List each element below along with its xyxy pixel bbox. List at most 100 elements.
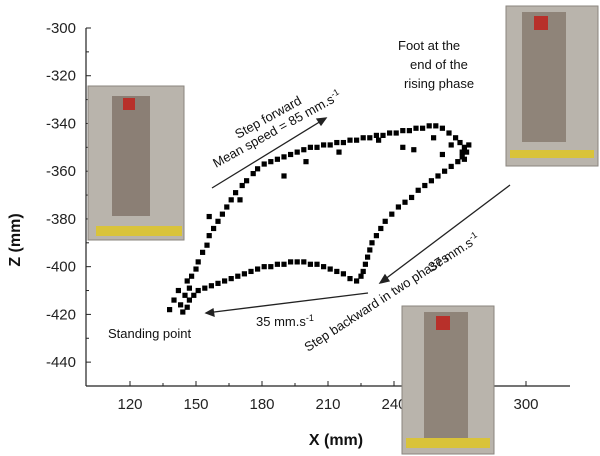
data-point — [239, 182, 245, 189]
data-point — [268, 264, 274, 270]
data-point — [261, 264, 267, 270]
arrow-step-forward-head — [315, 117, 328, 127]
x-tick-label: 120 — [117, 396, 142, 413]
data-point — [175, 287, 181, 294]
data-point — [439, 125, 445, 131]
data-point — [457, 139, 463, 146]
data-point — [244, 178, 250, 184]
data-point — [184, 278, 190, 284]
data-point — [303, 159, 309, 165]
data-point — [466, 142, 472, 148]
arrow-37 — [379, 184, 511, 284]
data-point — [334, 139, 340, 146]
data-point — [268, 159, 274, 165]
data-point — [400, 128, 406, 134]
arrow-step-forward — [211, 117, 327, 189]
photo-robot-step-backward — [401, 305, 495, 455]
annotation-standing-point: Standing point — [108, 326, 192, 341]
data-point — [387, 130, 393, 136]
y-axis-label: Z (mm) — [7, 213, 24, 266]
data-point — [411, 147, 417, 153]
data-point — [202, 285, 208, 291]
data-point — [409, 194, 415, 201]
x-axis-label: X (mm) — [309, 432, 363, 449]
data-point — [340, 139, 346, 146]
data-point — [415, 187, 421, 193]
annotation-foot-line1: Foot at the — [398, 38, 460, 53]
x-tick-label: 180 — [249, 396, 274, 413]
data-point — [182, 292, 188, 298]
data-point — [461, 156, 467, 162]
data-point — [281, 173, 287, 179]
arrow-35-head — [204, 307, 215, 317]
annotation-foot-line3: rising phase — [404, 76, 474, 91]
data-point — [420, 125, 426, 131]
data-point — [180, 309, 186, 315]
data-point — [347, 137, 353, 143]
data-point — [255, 166, 261, 172]
data-point — [433, 123, 439, 129]
data-point — [204, 242, 210, 248]
data-point — [373, 132, 379, 138]
arrows — [204, 117, 511, 317]
data-point — [327, 266, 333, 272]
data-point — [301, 259, 307, 265]
data-point — [288, 259, 294, 265]
data-point — [378, 225, 384, 232]
data-point — [233, 190, 239, 196]
data-point — [274, 156, 280, 162]
annotation-foot-line2: end of the — [410, 57, 468, 72]
data-point — [206, 233, 212, 239]
data-point — [446, 130, 452, 136]
data-point — [428, 178, 434, 184]
data-point — [248, 268, 254, 275]
data-point — [360, 135, 366, 141]
y-tick-label: -320 — [46, 68, 76, 85]
data-point — [362, 261, 368, 267]
data-point — [380, 132, 386, 138]
data-point — [426, 123, 432, 129]
data-point — [327, 142, 333, 148]
data-point — [459, 149, 465, 155]
data-point — [321, 142, 327, 148]
data-point — [395, 204, 401, 210]
data-point — [431, 135, 437, 141]
data-point — [376, 137, 382, 143]
data-point — [367, 135, 373, 141]
data-point — [195, 287, 201, 294]
svg-text:35 mm.s-1: 35 mm.s-1 — [256, 313, 314, 329]
data-point — [228, 276, 234, 282]
y-tick-label: -380 — [46, 211, 76, 228]
y-tick-label: -300 — [46, 20, 76, 37]
arrow-35 — [205, 292, 369, 314]
data-point — [294, 259, 300, 265]
data-point — [369, 240, 375, 246]
arrow-37-head — [378, 273, 391, 284]
data-point — [167, 307, 173, 313]
data-point — [281, 261, 287, 267]
data-point — [215, 218, 221, 224]
data-point — [237, 197, 243, 203]
data-point — [393, 130, 399, 136]
data-point — [347, 276, 353, 282]
data-point — [208, 283, 214, 289]
y-tick-label: -400 — [46, 259, 76, 276]
data-point — [389, 211, 395, 217]
data-point — [373, 233, 379, 239]
y-tick-label: -420 — [46, 306, 76, 323]
x-tick-label: 150 — [183, 396, 208, 413]
data-point — [301, 147, 307, 153]
y-tick-labels: -300 -320 -340 -360 -380 -400 -420 -440 — [46, 20, 76, 371]
data-point — [439, 151, 445, 158]
data-point — [382, 218, 388, 224]
x-tick-label: 210 — [315, 396, 340, 413]
data-point — [261, 161, 267, 167]
annotation-35-speed-exp: -1 — [306, 313, 314, 323]
data-point — [274, 261, 280, 267]
data-point — [186, 285, 192, 291]
data-point — [241, 271, 247, 277]
data-point — [215, 280, 221, 286]
data-point — [281, 154, 287, 160]
data-point — [321, 264, 327, 270]
data-point — [189, 273, 195, 279]
